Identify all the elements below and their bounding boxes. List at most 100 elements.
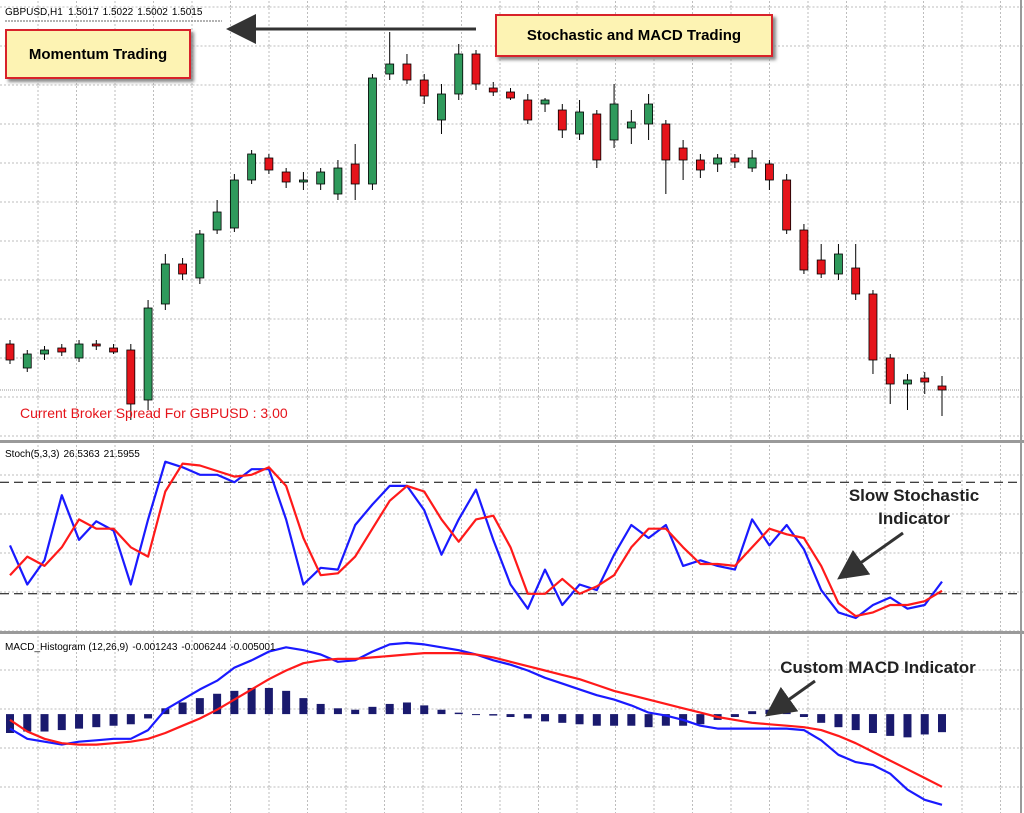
candle-body <box>471 53 481 85</box>
histogram-bar <box>333 708 342 715</box>
histogram-bar <box>558 714 567 723</box>
candle-body <box>160 263 170 305</box>
ohlc-open: 1.5017 <box>68 7 99 18</box>
candle-body <box>695 159 705 171</box>
candle-body <box>22 353 32 369</box>
candle-body <box>747 157 757 169</box>
candle-body <box>592 113 602 161</box>
grid <box>0 444 1024 631</box>
plots <box>0 32 1020 806</box>
candle-body <box>540 99 550 105</box>
histogram-bar <box>420 705 429 715</box>
annotation-arrow <box>765 679 816 717</box>
histogram-bar <box>437 709 446 715</box>
histogram-bar <box>282 690 291 715</box>
histogram-bar <box>506 714 515 718</box>
candle-body <box>299 179 308 183</box>
annotation-box <box>495 14 773 57</box>
candle-body <box>799 229 809 271</box>
histogram-bar <box>316 703 325 715</box>
histogram-bar <box>748 711 757 715</box>
histogram-bar <box>368 706 377 715</box>
candle-body <box>454 53 464 95</box>
histogram-bar <box>834 714 843 728</box>
panel-separator <box>0 440 1024 443</box>
line-series <box>8 460 943 620</box>
annotation: Momentum Trading <box>29 46 167 63</box>
histogram-bar <box>627 714 636 726</box>
candle-body <box>195 233 205 279</box>
histogram-bar <box>868 714 877 733</box>
histogram-bar <box>454 712 463 715</box>
candle-body <box>488 87 498 93</box>
histogram-bar <box>592 714 601 726</box>
histogram-bar <box>575 714 584 725</box>
candle-body <box>40 349 49 355</box>
candle-body <box>385 63 395 75</box>
histogram-bar <box>126 714 135 725</box>
histogram-bar <box>903 714 912 738</box>
histogram-bar <box>920 714 929 735</box>
candle-body <box>333 167 343 195</box>
candle-body <box>281 171 291 183</box>
histogram-bar <box>195 698 204 715</box>
histogram-bar <box>144 714 153 719</box>
histogram-bar <box>610 714 619 726</box>
line-series <box>9 651 943 788</box>
ohlc-close: 1.5015 <box>172 7 203 18</box>
histogram-bar <box>75 714 84 729</box>
annotation: Indicator <box>878 509 950 528</box>
candle-body <box>885 357 895 385</box>
candle-body <box>523 99 533 121</box>
candle-body <box>350 163 360 185</box>
histogram-bar <box>385 703 394 715</box>
candle-body <box>57 347 67 353</box>
candle-body <box>609 103 619 141</box>
candle-body <box>212 211 222 231</box>
macd-signal: -0.005001 <box>230 642 275 653</box>
macd-header: MACD_Histogram (12,26,9) -0.001243 -0.0062… <box>5 642 276 653</box>
candle-body <box>868 293 878 361</box>
histogram-bar <box>23 714 32 732</box>
candle-body <box>644 103 653 125</box>
candle-body <box>937 385 947 391</box>
histogram-bar <box>351 709 360 715</box>
ohlc-low: 1.5002 <box>137 7 168 18</box>
histogram-bar <box>213 693 222 715</box>
histogram-bar <box>644 714 653 728</box>
histogram-bar <box>6 714 14 733</box>
histogram-bar <box>40 714 49 732</box>
candle-body <box>402 63 412 81</box>
candle-body <box>575 111 584 135</box>
candle-body <box>419 79 429 97</box>
line-series <box>9 462 943 618</box>
candle-body <box>730 157 740 163</box>
histogram-bar <box>230 690 239 715</box>
histogram-bar <box>472 714 480 716</box>
candle-body <box>91 343 101 347</box>
histogram-bar <box>57 714 66 731</box>
candle-body <box>126 349 136 405</box>
candle-body <box>264 157 274 171</box>
histogram-bar <box>92 714 101 728</box>
candle-body <box>74 343 84 359</box>
histogram-bar <box>696 714 705 725</box>
candle-body <box>834 253 843 275</box>
labels: GBPUSD,H1 1.5017 1.5022 1.5002 1.5015 Stoch(… <box>5 7 979 717</box>
histogram-bar <box>109 714 118 726</box>
macd-title: MACD_Histogram (12,26,9) <box>5 642 128 653</box>
histogram-bar <box>402 702 411 715</box>
histogram-bar <box>886 714 895 736</box>
histogram-bar <box>799 714 808 718</box>
candle-body <box>316 171 326 185</box>
macd-main: -0.006244 <box>181 642 226 653</box>
candle-body <box>506 91 515 99</box>
candle-body <box>5 343 15 361</box>
histogram-bar <box>178 702 187 715</box>
candle-body <box>229 179 239 229</box>
candle-body <box>143 307 153 401</box>
candle-body <box>626 121 636 129</box>
spread-label: Current Broker Spread For GBPUSD : 3.00 <box>20 405 288 421</box>
macd-hist: -0.001243 <box>132 642 177 653</box>
stoch-title: Stoch(5,3,3) <box>5 449 59 460</box>
